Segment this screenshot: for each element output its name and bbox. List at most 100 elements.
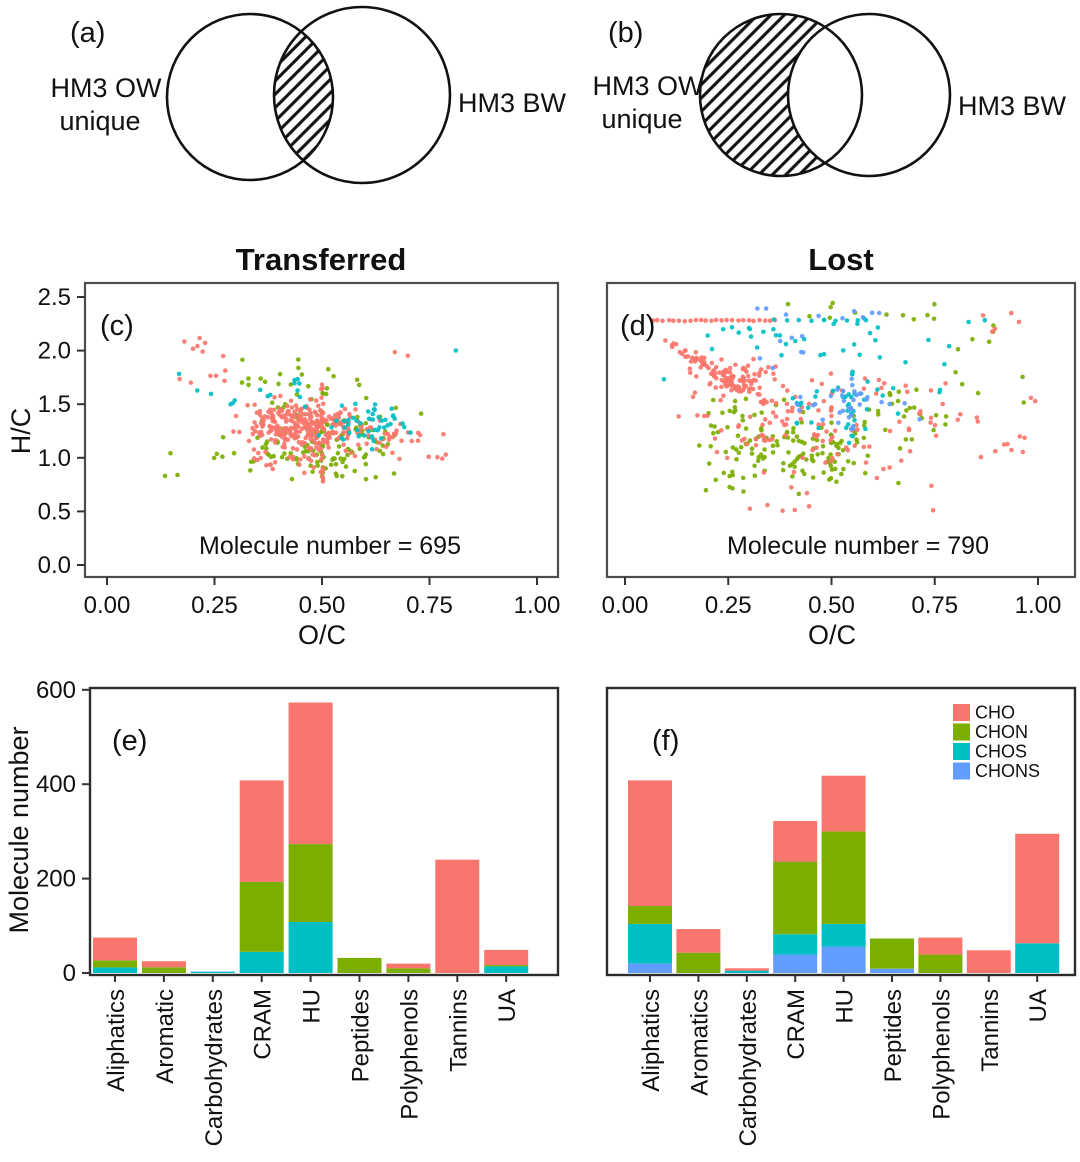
venn-b-right-label: HM3 BW: [958, 91, 1067, 121]
scatter-point-CHOS: [771, 327, 776, 332]
scatter-point-CHON: [931, 427, 936, 433]
scatter-point-CHO: [736, 318, 741, 323]
scatter-point-CHOS: [783, 341, 789, 347]
scatter-point-CHON: [909, 437, 915, 442]
scatter-point-CHONS: [828, 393, 834, 399]
scatter-point-CHON: [710, 397, 716, 403]
scatter-point-CHO: [771, 371, 776, 377]
scatter-point-CHO: [271, 407, 277, 413]
y-tick-label: 2.5: [38, 284, 71, 311]
scatter-point-CHO: [940, 401, 945, 407]
scatter-point-CHO: [190, 346, 196, 352]
scatter-point-CHONS: [851, 397, 856, 403]
scatter-point-CHO: [789, 485, 794, 490]
category-label: Peptides: [348, 989, 375, 1082]
scatter-point-CHOS: [857, 352, 862, 358]
scatter-point-CHO: [762, 417, 768, 422]
scatter-point-CHON: [175, 472, 180, 478]
bar-segment-CHON: [484, 965, 529, 967]
scatter-point-CHONS: [835, 387, 840, 392]
scatter-point-CHO: [390, 450, 395, 456]
scatter-point-CHO: [719, 318, 724, 323]
scatter-point-CHO: [746, 318, 752, 323]
scatter-point-CHON: [340, 473, 345, 479]
scatter-point-CHON: [897, 446, 903, 451]
scatter-point-CHON: [310, 469, 315, 475]
scatter-point-CHONS: [852, 389, 857, 394]
scatter-point-CHONS: [757, 356, 763, 361]
scatter-point-CHON: [781, 397, 787, 403]
scatter-point-CHO: [278, 393, 283, 399]
scatter-point-CHO: [719, 384, 724, 390]
scatter-point-CHOS: [877, 355, 883, 360]
scatter-point-CHON: [703, 487, 709, 493]
scatter-point-CHON: [845, 459, 851, 464]
scatter-point-CHO: [405, 353, 411, 359]
scatter-point-CHON: [715, 429, 721, 435]
scatter-point-CHO: [288, 425, 294, 431]
scatter-point-CHOS: [350, 415, 356, 421]
scatter-point-CHO: [755, 391, 761, 397]
scatter-point-CHOS: [813, 394, 818, 399]
scatter-point-CHONS: [799, 333, 805, 339]
scatter-point-CHON: [895, 398, 901, 404]
scatter-point-CHO: [394, 428, 399, 433]
scatter-point-CHO: [829, 413, 834, 419]
bar-segment-CHO: [724, 968, 769, 971]
scatter-point-CHON: [315, 463, 321, 468]
scatter-point-CHON: [740, 413, 745, 419]
venn-diagram-b: (b) HM3 OW unique HM3 BW: [593, 12, 1067, 178]
scatter-point-CHO: [974, 415, 980, 420]
scatter-point-CHON: [248, 468, 253, 473]
bar-segment-CHONS: [870, 968, 914, 973]
scatter-point-CHO: [415, 438, 421, 444]
scatter-point-CHO: [673, 342, 679, 347]
scatter-point-CHON: [331, 374, 336, 379]
scatter-point-CHON: [755, 458, 761, 464]
scatter-point-CHO: [767, 318, 773, 324]
scatter-point-CHO: [688, 318, 693, 324]
scatter-point-CHOS: [850, 369, 855, 375]
venn-diagram-a: (a) HM3 OW unique HM3 BW: [51, 5, 567, 185]
scatter-point-CHO: [287, 455, 292, 460]
bar-e-ylabel: Molecule number: [4, 726, 34, 933]
scatter-point-CHON: [901, 414, 907, 419]
scatter-point-CHO: [298, 457, 303, 462]
scatter-point-CHO: [719, 378, 724, 383]
scatter-point-CHON: [815, 452, 820, 457]
scatter-point-CHON: [352, 468, 358, 474]
scatter-point-CHON: [959, 381, 965, 387]
scatter-point-CHO: [308, 446, 314, 451]
scatter-point-CHONS: [789, 335, 794, 341]
scatter-point-CHON: [246, 376, 251, 381]
scatter-panel-lost: Lost 0.00 0.25 0.50 0.75 1.00 (d) Molecule n…: [602, 242, 1077, 650]
scatter-point-CHO: [669, 343, 675, 348]
scatter-point-CHOS: [748, 334, 754, 339]
scatter-point-CHO: [285, 428, 290, 433]
scatter-point-CHON: [762, 454, 767, 460]
scatter-point-CHON: [758, 452, 764, 458]
scatter-point-CHO: [202, 340, 208, 346]
scatter-point-CHOS: [855, 318, 861, 323]
scatter-point-CHO: [835, 451, 840, 457]
venn-b-right-circle: [786, 12, 952, 178]
scatter-point-CHOS: [334, 418, 339, 424]
scatter-point-CHOS: [773, 333, 779, 338]
scatter-point-CHON: [804, 457, 809, 462]
scatter-point-CHON: [740, 418, 746, 423]
scatter-point-CHOS: [661, 377, 667, 382]
venn-b-left-label-line2: unique: [601, 104, 682, 134]
scatter-point-CHO: [798, 416, 804, 422]
scatter-point-CHO: [319, 469, 325, 475]
scatter-point-CHO: [326, 435, 332, 440]
x-tick-label: 0.25: [191, 592, 238, 619]
scatter-point-CHO: [712, 436, 718, 441]
scatter-point-CHO: [809, 378, 815, 383]
scatter-point-CHOS: [346, 422, 351, 427]
bar-segment-CHOS: [1015, 943, 1060, 973]
scatter-point-CHO: [1020, 449, 1026, 455]
scatter-point-CHON: [706, 461, 712, 466]
scatter-point-CHON: [770, 443, 776, 449]
scatter-point-CHO: [259, 416, 265, 421]
scatter-point-CHO: [863, 460, 869, 465]
